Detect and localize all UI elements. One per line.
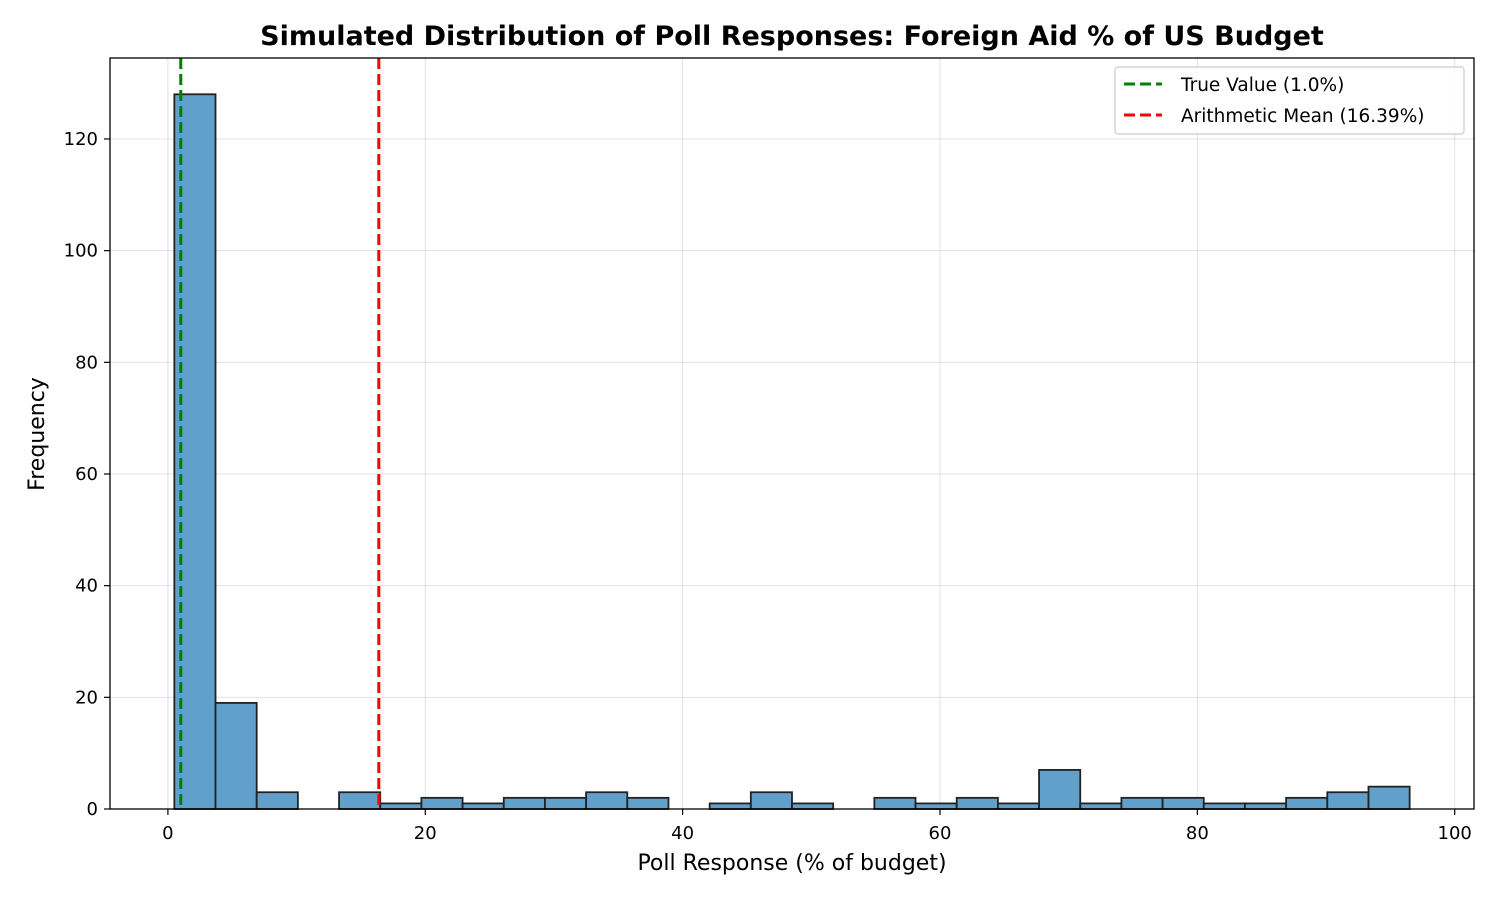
histogram-bar (791, 802, 835, 810)
histogram-bar (914, 802, 958, 810)
histogram-bar (1367, 785, 1411, 810)
histogram-bar (708, 802, 752, 810)
x-tick-label: 100 (1438, 823, 1472, 844)
legend-label-true-value: True Value (1.0%) (1180, 75, 1344, 96)
y-tick-label: 0 (87, 799, 98, 820)
reference-lines (179, 58, 381, 809)
histogram-bar (873, 796, 917, 810)
legend-box (1114, 66, 1465, 135)
grid-lines (110, 58, 1474, 810)
histogram-bar (214, 702, 258, 810)
y-axis-ticks: 0 20 40 60 80 100 120 (64, 129, 110, 820)
x-tick-label: 20 (414, 823, 437, 844)
y-tick-label: 100 (64, 241, 98, 262)
legend-label-arithmetic-mean: Arithmetic Mean (16.39%) (1181, 106, 1425, 127)
y-tick-label: 80 (75, 352, 98, 373)
plot-frame (109, 57, 1475, 810)
histogram-bar (749, 791, 793, 810)
histogram-bar (1285, 796, 1329, 810)
histogram-bar (1326, 791, 1370, 810)
histogram-bar (1038, 769, 1082, 810)
x-axis-label: Poll Response (% of budget) (637, 851, 946, 876)
histogram-bar (585, 791, 629, 810)
histogram-bar (996, 802, 1040, 810)
histogram-bar (955, 796, 999, 810)
x-axis-ticks: 0 20 40 60 80 100 (162, 809, 1472, 844)
y-tick-label: 20 (75, 687, 98, 708)
histogram-bar (544, 796, 588, 810)
y-tick-label: 60 (75, 464, 98, 485)
histogram-bar (338, 791, 382, 810)
y-tick-label: 40 (75, 576, 98, 597)
histogram-bar (1202, 802, 1246, 810)
histogram-bar (420, 796, 464, 810)
y-axis-label: Frequency (25, 377, 50, 491)
histogram-bar (461, 802, 505, 810)
x-tick-label: 0 (162, 823, 173, 844)
x-tick-label: 80 (1186, 823, 1209, 844)
x-tick-label: 40 (671, 823, 694, 844)
histogram-bar (379, 802, 423, 810)
histogram-bar (502, 796, 546, 810)
histogram-bar (255, 791, 299, 810)
x-tick-label: 60 (929, 823, 952, 844)
histogram-bar (626, 796, 670, 810)
histogram-bar (1244, 802, 1288, 810)
histogram-bar (1079, 802, 1123, 810)
y-tick-label: 120 (64, 129, 98, 150)
histogram-bars (173, 93, 1411, 810)
chart-title: Simulated Distribution of Poll Responses… (260, 21, 1324, 52)
histogram-bar (1120, 796, 1164, 810)
histogram-bar (1161, 796, 1205, 810)
legend: True Value (1.0%) Arithmetic Mean (16.39… (1114, 66, 1465, 135)
